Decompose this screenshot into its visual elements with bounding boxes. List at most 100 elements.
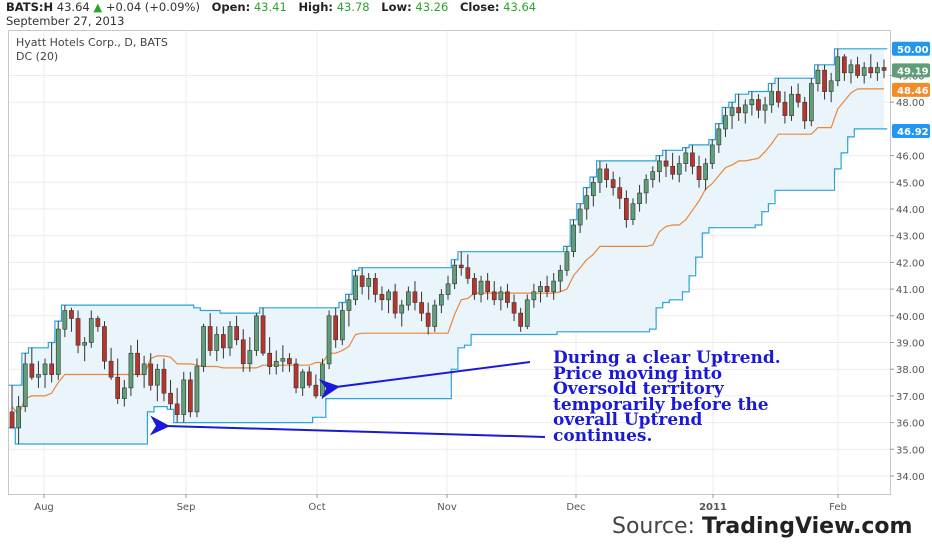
candle[interactable] bbox=[155, 363, 160, 402]
candle[interactable] bbox=[749, 91, 755, 116]
candle[interactable] bbox=[623, 190, 629, 228]
candle[interactable] bbox=[267, 337, 273, 375]
candle[interactable] bbox=[339, 302, 345, 346]
candle[interactable] bbox=[181, 371, 187, 423]
candle[interactable] bbox=[769, 83, 774, 113]
candle[interactable] bbox=[207, 313, 213, 356]
candle[interactable] bbox=[551, 273, 556, 300]
candle[interactable] bbox=[108, 347, 114, 380]
candle[interactable] bbox=[141, 355, 147, 388]
candle[interactable] bbox=[194, 358, 200, 418]
candle[interactable] bbox=[729, 102, 735, 129]
candle[interactable] bbox=[643, 174, 649, 204]
candle[interactable] bbox=[412, 281, 418, 311]
candle[interactable] bbox=[676, 155, 682, 183]
candle[interactable] bbox=[828, 72, 834, 103]
candle[interactable] bbox=[161, 358, 167, 402]
candle[interactable] bbox=[214, 326, 220, 362]
candle[interactable] bbox=[82, 337, 87, 362]
candle[interactable] bbox=[637, 184, 642, 212]
candle[interactable] bbox=[478, 275, 484, 303]
candle[interactable] bbox=[511, 294, 517, 322]
candle[interactable] bbox=[590, 176, 596, 207]
candle[interactable] bbox=[29, 347, 35, 380]
candle[interactable] bbox=[122, 379, 127, 407]
candle[interactable] bbox=[663, 150, 669, 177]
candle[interactable] bbox=[386, 289, 391, 314]
candle[interactable] bbox=[102, 321, 107, 370]
candle[interactable] bbox=[709, 139, 715, 169]
candle[interactable] bbox=[372, 273, 378, 303]
candle[interactable] bbox=[815, 64, 821, 92]
candle[interactable] bbox=[531, 283, 537, 308]
candle[interactable] bbox=[9, 385, 15, 429]
candle[interactable] bbox=[524, 294, 530, 330]
candle[interactable] bbox=[742, 99, 748, 124]
candle[interactable] bbox=[775, 78, 781, 108]
candle[interactable] bbox=[379, 286, 385, 311]
tradingview-logo[interactable]: TradingView.com bbox=[701, 514, 913, 539]
candle[interactable] bbox=[438, 289, 444, 314]
candle[interactable] bbox=[465, 254, 471, 284]
candle[interactable] bbox=[353, 270, 358, 306]
candle[interactable] bbox=[538, 281, 543, 303]
candle[interactable] bbox=[405, 286, 411, 311]
candle[interactable] bbox=[128, 345, 134, 396]
candle[interactable] bbox=[280, 345, 286, 372]
candle[interactable] bbox=[22, 353, 28, 412]
candle[interactable] bbox=[254, 313, 259, 356]
candle[interactable] bbox=[62, 305, 68, 338]
candle[interactable] bbox=[716, 123, 722, 153]
candle[interactable] bbox=[656, 155, 662, 183]
candle[interactable] bbox=[868, 54, 874, 79]
candle[interactable] bbox=[782, 91, 788, 124]
candle[interactable] bbox=[630, 198, 636, 226]
candle[interactable] bbox=[49, 342, 54, 383]
candle[interactable] bbox=[333, 307, 339, 348]
candle[interactable] bbox=[260, 307, 266, 356]
candle[interactable] bbox=[557, 265, 563, 292]
candle[interactable] bbox=[240, 329, 246, 372]
candle[interactable] bbox=[16, 395, 22, 444]
candle[interactable] bbox=[485, 273, 491, 300]
candle[interactable] bbox=[234, 315, 240, 346]
candle[interactable] bbox=[855, 56, 860, 79]
candle[interactable] bbox=[359, 267, 365, 295]
candle[interactable] bbox=[320, 358, 325, 399]
candle[interactable] bbox=[564, 246, 570, 276]
candle[interactable] bbox=[584, 187, 590, 220]
candle[interactable] bbox=[762, 96, 768, 124]
candle[interactable] bbox=[313, 374, 319, 399]
candle[interactable] bbox=[683, 147, 689, 172]
candle[interactable] bbox=[610, 171, 616, 196]
candle[interactable] bbox=[861, 62, 867, 84]
candle[interactable] bbox=[75, 310, 81, 354]
candle[interactable] bbox=[88, 310, 94, 348]
candle[interactable] bbox=[835, 48, 841, 87]
candle[interactable] bbox=[690, 144, 695, 175]
candle[interactable] bbox=[756, 94, 761, 119]
candle[interactable] bbox=[696, 155, 702, 188]
candle[interactable] bbox=[518, 307, 523, 332]
candle[interactable] bbox=[808, 78, 814, 127]
candle[interactable] bbox=[399, 299, 405, 327]
candle[interactable] bbox=[227, 321, 233, 356]
candle[interactable] bbox=[306, 366, 312, 388]
candle[interactable] bbox=[432, 299, 438, 332]
candle[interactable] bbox=[498, 286, 504, 311]
candle[interactable] bbox=[188, 371, 193, 418]
candle[interactable] bbox=[174, 387, 180, 423]
candle[interactable] bbox=[802, 96, 808, 129]
candle[interactable] bbox=[135, 339, 140, 378]
candle[interactable] bbox=[326, 310, 332, 370]
candle[interactable] bbox=[795, 83, 801, 108]
candle[interactable] bbox=[419, 291, 424, 322]
candle[interactable] bbox=[36, 361, 41, 388]
candle[interactable] bbox=[723, 107, 728, 137]
candle[interactable] bbox=[789, 86, 794, 121]
candle[interactable] bbox=[69, 307, 74, 332]
candle[interactable] bbox=[544, 275, 550, 298]
candle[interactable] bbox=[458, 251, 464, 276]
candle[interactable] bbox=[293, 358, 299, 394]
